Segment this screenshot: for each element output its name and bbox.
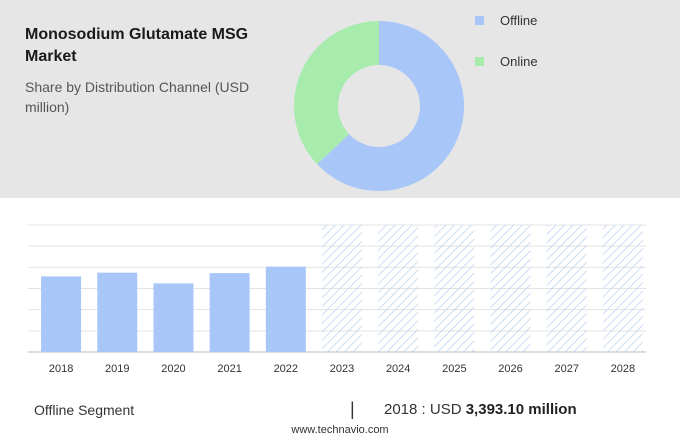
legend-label-offline: Offline: [500, 13, 538, 28]
bar-2019: [97, 272, 138, 352]
forecast-bar-2026: [490, 225, 531, 352]
bar-2018: [41, 276, 82, 352]
x-tick-label-2022: 2022: [274, 363, 298, 375]
legend-swatch-online: [475, 57, 484, 66]
x-tick-label-2026: 2026: [498, 363, 522, 375]
forecast-bar-2024: [378, 225, 419, 352]
forecast-bar-2023: [322, 225, 362, 352]
legend-item-offline: Offline: [475, 13, 537, 28]
x-tick-label-2018: 2018: [49, 363, 73, 375]
x-tick-label-2027: 2027: [554, 363, 578, 375]
donut-slice-offline: [317, 21, 464, 191]
footer-segment-label: Offline Segment: [34, 402, 135, 418]
x-tick-label-2023: 2023: [330, 363, 354, 375]
footer-value: 2018 : USD 3,393.10 million: [384, 401, 577, 418]
bar-chart: 2018 2019 2020 2021 2022 2023 2024 2025 2026 2027…: [28, 224, 646, 375]
chart-title: Monosodium Glutamate MSG Market: [25, 26, 249, 65]
x-tick-label-2025: 2025: [442, 363, 466, 375]
x-tick-label-2021: 2021: [217, 363, 241, 375]
donut-chart: [294, 21, 464, 191]
forecast-bar-2025: [434, 225, 475, 352]
legend-label-online: Online: [500, 54, 538, 69]
legend-item-online: Online: [475, 54, 538, 69]
bar-2020: [153, 283, 194, 352]
bar-2022: [265, 266, 306, 352]
chart-subtitle: Share by Distribution Channel (USD milli…: [25, 79, 250, 115]
forecast-bar-2028: [602, 225, 643, 352]
forecast-bar-2027: [546, 225, 587, 352]
x-tick-label-2028: 2028: [611, 363, 635, 375]
footer-divider: |: [350, 399, 355, 419]
x-tick-label-2019: 2019: [105, 363, 129, 375]
x-tick-label-2020: 2020: [161, 363, 185, 375]
footer-year-prefix: 2018 : USD: [384, 401, 462, 418]
footer-value-amount: 3,393.10 million: [465, 401, 577, 418]
donut-slice-online: [294, 21, 379, 165]
bar-2021: [209, 273, 250, 352]
x-tick-label-2024: 2024: [386, 363, 410, 375]
legend-swatch-offline: [475, 16, 484, 25]
source-link[interactable]: www.technavio.com: [291, 424, 389, 436]
